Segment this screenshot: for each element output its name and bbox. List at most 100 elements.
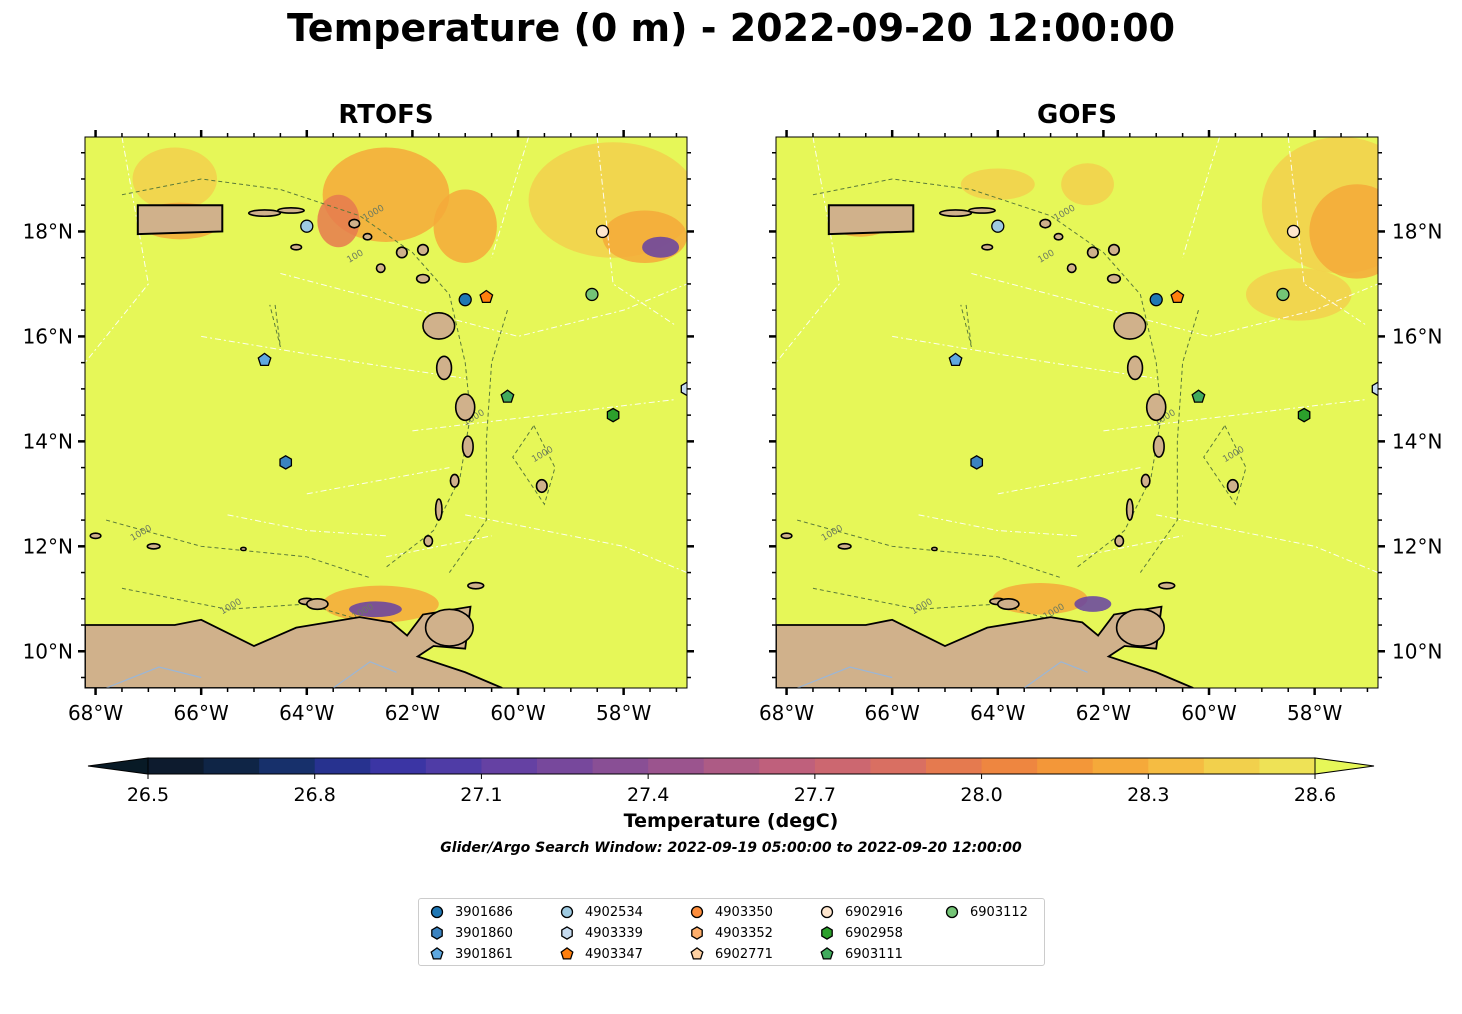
hexagon-marker-icon <box>691 926 703 940</box>
legend-marker-4903350 <box>690 905 704 919</box>
pentagon-marker-icon <box>820 947 834 960</box>
lon-tick-label: 60°W <box>1181 701 1236 725</box>
float-marker-3901861 <box>948 352 963 367</box>
island-land <box>1226 478 1239 494</box>
legend-item: 4903352 <box>689 925 773 941</box>
island-land <box>967 207 996 214</box>
island-land <box>1140 473 1151 488</box>
island-land <box>1039 218 1052 229</box>
island-land <box>1115 608 1165 647</box>
island-land <box>247 209 282 218</box>
island-land <box>1145 393 1167 422</box>
legend-label: 3901686 <box>455 904 513 920</box>
island-land <box>348 218 361 229</box>
puerto-rico-land <box>827 204 915 236</box>
legend-item: 4903350 <box>689 904 773 920</box>
colorbar-tick-label: 26.5 <box>127 784 169 806</box>
island-land <box>1086 246 1099 259</box>
island-land <box>1053 232 1064 241</box>
legend-label: 4902534 <box>585 904 643 920</box>
float-marker-6903112 <box>1276 287 1290 302</box>
island-land <box>1114 535 1125 548</box>
lon-tick-label: 58°W <box>596 701 651 725</box>
island-land <box>423 535 434 548</box>
island-land <box>415 273 431 284</box>
lon-tick-label: 60°W <box>490 701 545 725</box>
float-marker-4903347 <box>479 289 494 304</box>
pentagon-marker-icon <box>690 947 704 960</box>
panel-title-rtofs: RTOFS <box>338 100 434 130</box>
float-marker-3901686 <box>458 293 472 307</box>
legend-label: 3901860 <box>455 925 513 941</box>
legend-label: 4903352 <box>715 925 773 941</box>
island-land <box>1107 243 1121 256</box>
float-marker-4903347 <box>1170 289 1185 304</box>
legend-marker-3901861 <box>430 947 444 960</box>
colorbar-tick-label: 27.7 <box>794 784 836 806</box>
island-land <box>239 546 247 552</box>
colorbar: 26.5 26.8 27.1 27.4 27.7 28.0 28.3 28.6 <box>87 757 1375 806</box>
legend-marker-6903112 <box>945 905 959 919</box>
figure-title: Temperature (0 m) - 2022-09-20 12:00:00 <box>286 6 1176 50</box>
legend-marker-3901860 <box>431 926 443 940</box>
colorbar-body <box>87 757 1375 775</box>
circle-marker-icon <box>820 905 834 919</box>
float-marker-6902958 <box>606 407 620 423</box>
float-marker-6902916 <box>1286 224 1301 239</box>
island-land <box>938 209 973 218</box>
island-land <box>1152 435 1165 458</box>
legend-marker-6902916 <box>820 905 834 919</box>
float-legend: 3901686 3901860 3901861 4902534 4903339 49033… <box>418 898 1045 966</box>
legend-marker-6903111 <box>820 947 834 960</box>
float-marker-4902534 <box>991 219 1005 233</box>
legend-label: 6903112 <box>970 904 1028 920</box>
island-land <box>454 393 476 422</box>
legend-item: 3901686 <box>429 904 513 920</box>
colorbar-tick-label: 28.3 <box>1127 784 1169 806</box>
island-land <box>305 597 329 611</box>
legend-marker-4903339 <box>561 926 573 940</box>
circle-marker-icon <box>560 905 574 919</box>
island-land <box>1106 273 1122 284</box>
legend-label: 6902771 <box>715 946 773 962</box>
float-marker-6902916 <box>595 224 610 239</box>
circle-marker-icon <box>945 905 959 919</box>
hexagon-marker-icon <box>821 926 833 940</box>
island-land <box>146 542 161 550</box>
lat-tick-label: 18°N <box>23 219 73 243</box>
south-america-land <box>85 605 503 688</box>
lon-tick-label: 68°W <box>68 701 123 725</box>
south-america-land <box>776 605 1194 688</box>
lon-tick-label: 66°W <box>174 701 229 725</box>
search-window-text: Glider/Argo Search Window: 2022-09-19 05… <box>440 840 1022 856</box>
float-marker-4903339 <box>680 381 687 397</box>
island-land <box>375 263 386 274</box>
puerto-rico-land <box>136 204 224 236</box>
island-land <box>434 498 443 521</box>
colorbar-tick-label: 27.4 <box>627 784 669 806</box>
island-land <box>467 581 485 590</box>
legend-item: 6903112 <box>944 904 1028 920</box>
circle-marker-icon <box>690 905 704 919</box>
legend-label: 4903347 <box>585 946 643 962</box>
island-land <box>395 246 408 259</box>
legend-label: 6903111 <box>845 946 903 962</box>
hexagon-marker-icon <box>431 926 443 940</box>
lat-tick-label: 16°N <box>1392 324 1442 348</box>
colorbar-tick-label: 26.8 <box>294 784 336 806</box>
island-land <box>422 311 456 340</box>
legend-label: 6902916 <box>845 904 903 920</box>
legend-label: 4903350 <box>715 904 773 920</box>
island-land <box>276 207 305 214</box>
island-land <box>461 435 474 458</box>
island-land <box>535 478 548 494</box>
legend-item: 4903339 <box>559 925 643 941</box>
legend-marker-6902771 <box>690 947 704 960</box>
island-land <box>424 608 474 647</box>
legend-item: 3901861 <box>429 946 513 962</box>
lat-tick-label: 12°N <box>1392 534 1442 558</box>
pentagon-marker-icon <box>560 947 574 960</box>
